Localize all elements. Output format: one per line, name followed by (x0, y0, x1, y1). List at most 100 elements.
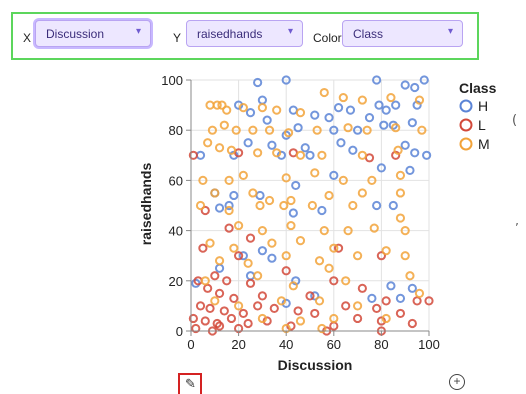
scatter-point-l (310, 308, 320, 319)
scatter-point-h (410, 148, 420, 158)
scatter-point-m (395, 170, 406, 180)
scatter-point-h (245, 108, 256, 118)
scatter-point-h (229, 190, 239, 201)
scatter-point-m (243, 258, 253, 268)
scatter-point-m (283, 128, 294, 138)
scatter-point-m (267, 238, 277, 248)
chevron-down-icon: ▾ (287, 26, 293, 37)
scatter-point-h (388, 200, 398, 211)
x-tick-label: 0 (187, 337, 194, 352)
scatter-point-l (224, 223, 234, 233)
scatter-point-m (288, 281, 298, 291)
scatter-point-m (319, 87, 329, 98)
scatter-point-m (224, 205, 234, 216)
scatter-point-m (248, 125, 258, 135)
scatter-point-h (419, 75, 429, 85)
scatter-point-l (205, 303, 215, 314)
scatter-point-h (407, 118, 417, 128)
scatter-point-l (229, 293, 239, 303)
scatter-point-l (381, 296, 391, 306)
scatter-point-l (341, 301, 351, 311)
scatter-point-m (234, 301, 244, 311)
scatter-point-m (257, 226, 267, 236)
scatter-point-m (217, 100, 227, 110)
scatter-point-h (281, 75, 291, 85)
color-encoding-select[interactable]: Class ▾ (342, 20, 463, 47)
scatter-point-m (286, 220, 296, 231)
scatter-point-m (329, 313, 339, 324)
scatter-point-m (257, 103, 267, 113)
y-encoding-select[interactable]: raisedhands ▾ (186, 20, 303, 47)
x-tick-label: 20 (231, 337, 245, 352)
scatter-point-m (414, 95, 425, 105)
scatter-point-h (238, 251, 248, 261)
scatter-point-l (195, 301, 206, 311)
scatter-point-h (329, 125, 339, 135)
scatter-point-h (374, 100, 384, 110)
scatter-point-h (333, 103, 344, 113)
edit-button[interactable]: ✎ (178, 373, 202, 394)
scatter-point-m (353, 301, 363, 311)
scatter-point-l (407, 318, 417, 329)
scatter-point-m (224, 175, 234, 185)
scatter-point-m (314, 256, 325, 266)
scatter-point-l (424, 296, 434, 306)
y-tick-label: 100 (161, 73, 183, 88)
y-tick-label: 20 (169, 274, 183, 289)
scatter-point-m (295, 150, 306, 160)
scatter-point-m (229, 243, 239, 253)
scatter-point-m (395, 213, 406, 223)
scatter-point-m (295, 316, 306, 326)
scatter-point-m (255, 200, 265, 211)
scatter-point-h (243, 138, 253, 148)
scatter-point-h (336, 138, 346, 148)
scatter-point-m (253, 148, 263, 158)
scatter-point-m (312, 125, 322, 135)
scatter-point-l (364, 153, 375, 163)
pencil-icon: ✎ (185, 376, 196, 391)
scatter-point-m (253, 271, 263, 281)
scatter-point-m (381, 313, 391, 324)
scatter-point-l (288, 148, 298, 158)
scatter-point-m (219, 120, 229, 130)
scatter-point-h (372, 75, 382, 85)
scatter-point-m (264, 125, 275, 135)
scatter-point-h (195, 150, 206, 160)
scatter-point-l (372, 303, 382, 314)
scatter-point-m (319, 226, 329, 236)
scatter-point-h (400, 80, 410, 90)
scatter-point-l (269, 303, 279, 314)
scatter-point-h (300, 143, 310, 153)
scatter-point-h (376, 163, 386, 173)
scatter-point-m (238, 103, 248, 113)
scatter-point-m (324, 190, 334, 201)
scatter-point-l (238, 308, 248, 319)
scatter-point-m (207, 125, 218, 135)
scatter-point-m (272, 148, 282, 158)
x-encoding-select[interactable]: Discussion ▾ (35, 20, 151, 47)
scatter-point-m (395, 188, 406, 198)
chevron-down-icon: ▾ (135, 26, 141, 37)
scatter-point-h (345, 105, 356, 115)
scatter-point-h (267, 253, 277, 263)
scatter-point-m (205, 100, 215, 110)
x-tick-label: 60 (327, 337, 341, 352)
scatter-point-l (253, 301, 263, 311)
scatter-point-h (391, 100, 401, 110)
scatter-point-m (272, 105, 282, 115)
scatter-point-h (372, 200, 382, 211)
scatter-point-m (367, 175, 377, 185)
scatter-point-l (293, 306, 303, 316)
scatter-point-h (257, 246, 267, 256)
scatter-point-m (343, 123, 353, 133)
scatter-point-h (324, 113, 334, 123)
scatter-point-l (214, 321, 225, 331)
scatter-point-l (200, 205, 210, 216)
scatter-point-l (234, 251, 244, 261)
chevron-down-icon: ▾ (447, 26, 453, 37)
plus-circle-icon[interactable]: + (449, 374, 465, 390)
scatter-point-h (214, 203, 225, 213)
scatter-point-m (341, 276, 351, 286)
scatter-point-h (262, 115, 272, 125)
scatter-point-h (422, 150, 432, 160)
